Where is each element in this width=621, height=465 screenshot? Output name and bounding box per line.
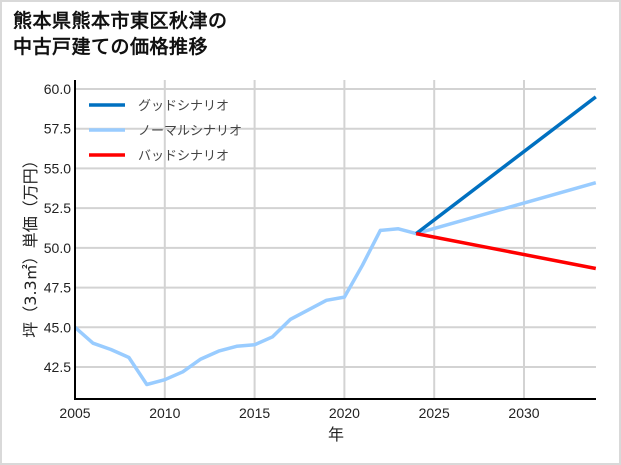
legend-label: バッドシナリオ: [138, 149, 229, 164]
x-tick-label: 2015: [239, 405, 270, 421]
series-line: [73, 181, 597, 387]
x-tick-label: 2005: [59, 405, 90, 421]
title-line-1: 熊本県熊本市東区秋津の: [13, 10, 228, 32]
x-tick-label: 2030: [508, 405, 539, 421]
legend-label: グッドシナリオ: [138, 99, 229, 114]
y-tick-label: 55.0: [44, 160, 71, 176]
title-line-2: 中古戸建ての価格推移: [13, 36, 209, 58]
y-tick-label: 60.0: [44, 81, 71, 97]
x-tick-label: 2025: [419, 405, 450, 421]
x-axis-label: 年: [328, 425, 344, 444]
y-tick-label: 42.5: [44, 359, 71, 375]
series-line: [415, 231, 597, 271]
x-tick-label: 2010: [149, 405, 180, 421]
tick-labels: 42.5 45.0 47.5 50.0 52.5 55.0 57.5 60.0 2005 2010…: [44, 81, 540, 421]
x-tick-label: 2020: [329, 405, 360, 421]
axes: [74, 80, 596, 400]
y-tick-label: 45.0: [44, 319, 71, 335]
y-tick-label: 52.5: [44, 200, 71, 216]
y-axis-label: 坪（3.3㎡）単価（万円）: [21, 152, 40, 337]
y-tick-label: 50.0: [44, 240, 71, 256]
y-tick-label: 47.5: [44, 280, 71, 296]
legend-label: ノーマルシナリオ: [138, 124, 242, 139]
series-line: [415, 95, 597, 235]
chart-title: 熊本県熊本市東区秋津の 中古戸建ての価格推移: [13, 8, 228, 60]
data-series: [73, 95, 597, 387]
y-tick-label: 57.5: [44, 121, 71, 137]
